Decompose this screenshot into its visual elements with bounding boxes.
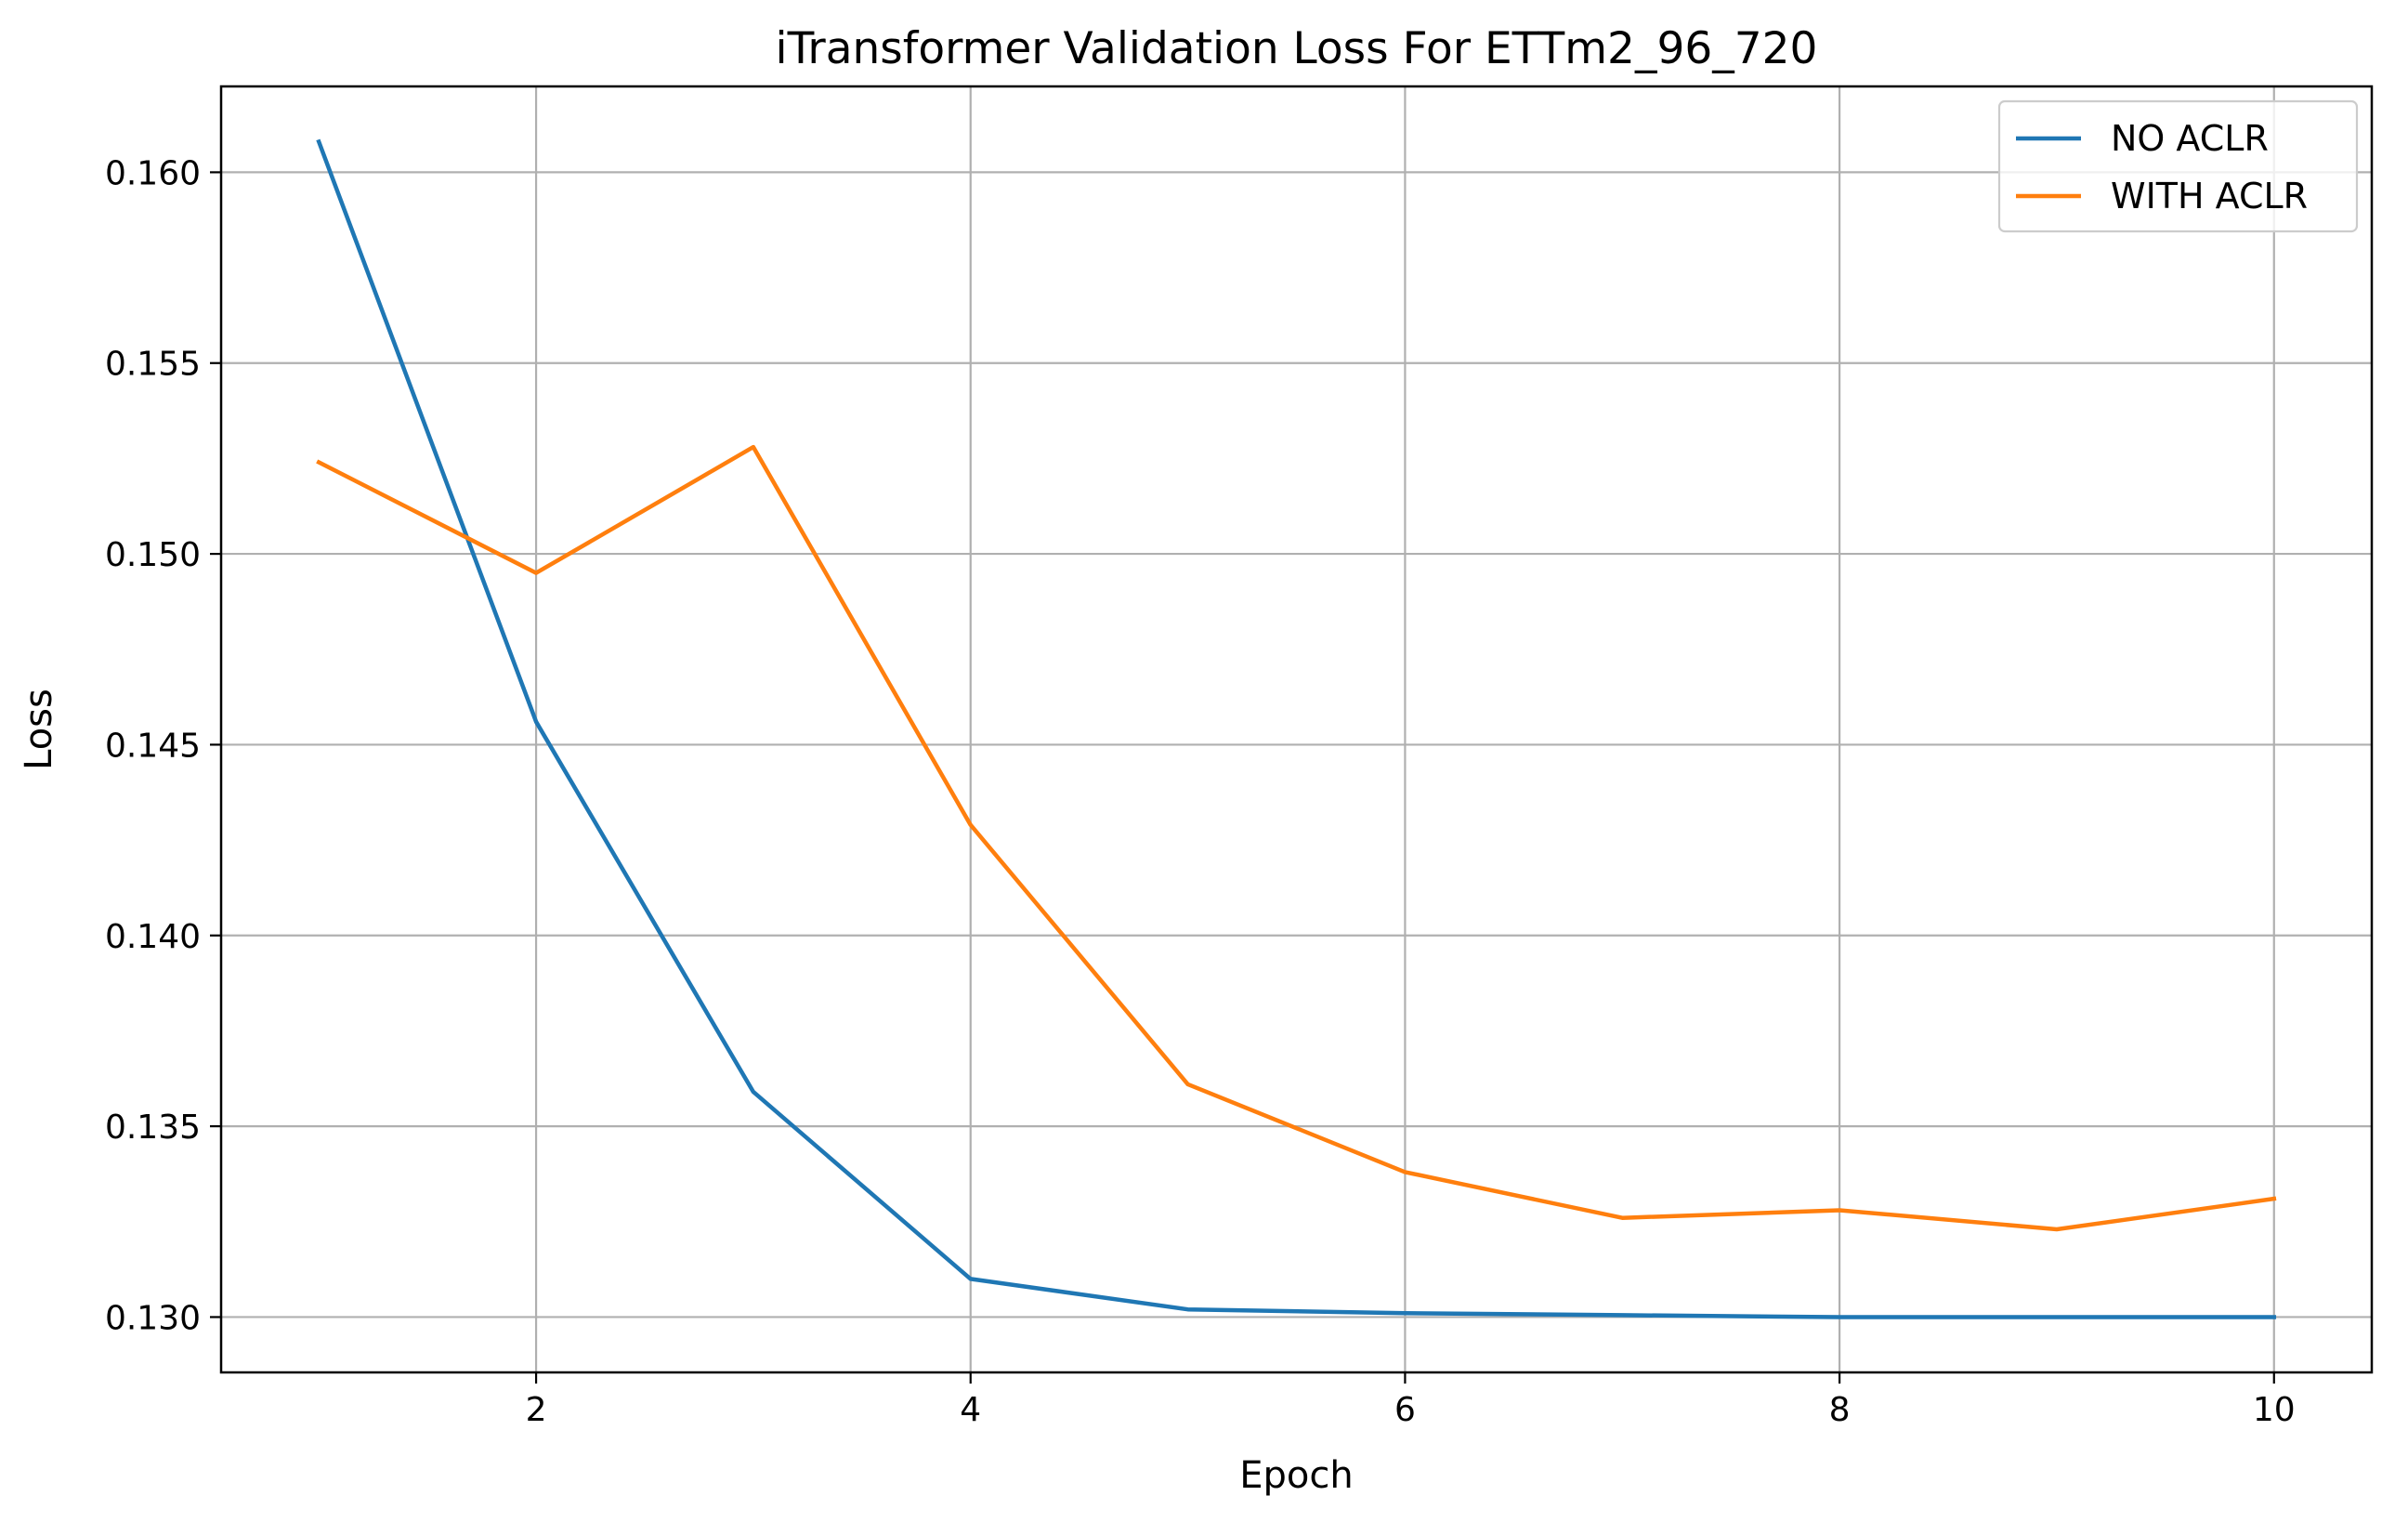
x-tick-label: 4 [960,1391,981,1429]
y-tick-label: 0.150 [105,536,201,574]
y-tick-label: 0.145 [105,727,201,765]
y-tick-label: 0.140 [105,918,201,956]
axes-frame [219,85,2374,1374]
legend: NO ACLR WITH ACLR [1997,99,2359,233]
series-group [316,138,2277,1319]
y-tick-label: 0.160 [105,154,201,192]
chart-title: iTransformer Validation Loss For ETTm2_9… [776,23,1818,74]
legend-box [1997,99,2359,233]
grid [221,86,2372,1372]
x-tick-label: 2 [526,1391,547,1429]
legend-label: NO ACLR [2111,118,2269,159]
y-axis-title: Loss [18,689,60,770]
series-line [316,138,2277,1319]
x-axis-title: Epoch [1239,1454,1353,1497]
ticks: 2 4 6 8 10 0.130 0.135 0.140 0.145 0.150 0.155 0.16… [105,154,2296,1429]
legend-label: WITH ACLR [2111,176,2308,216]
y-tick-label: 0.130 [105,1299,201,1337]
y-tick-label: 0.155 [105,346,201,384]
x-tick-label: 8 [1829,1391,1851,1429]
x-tick-label: 6 [1394,1391,1416,1429]
y-tick-label: 0.135 [105,1109,201,1147]
series-line [316,444,2277,1232]
x-tick-label: 10 [2253,1391,2296,1429]
